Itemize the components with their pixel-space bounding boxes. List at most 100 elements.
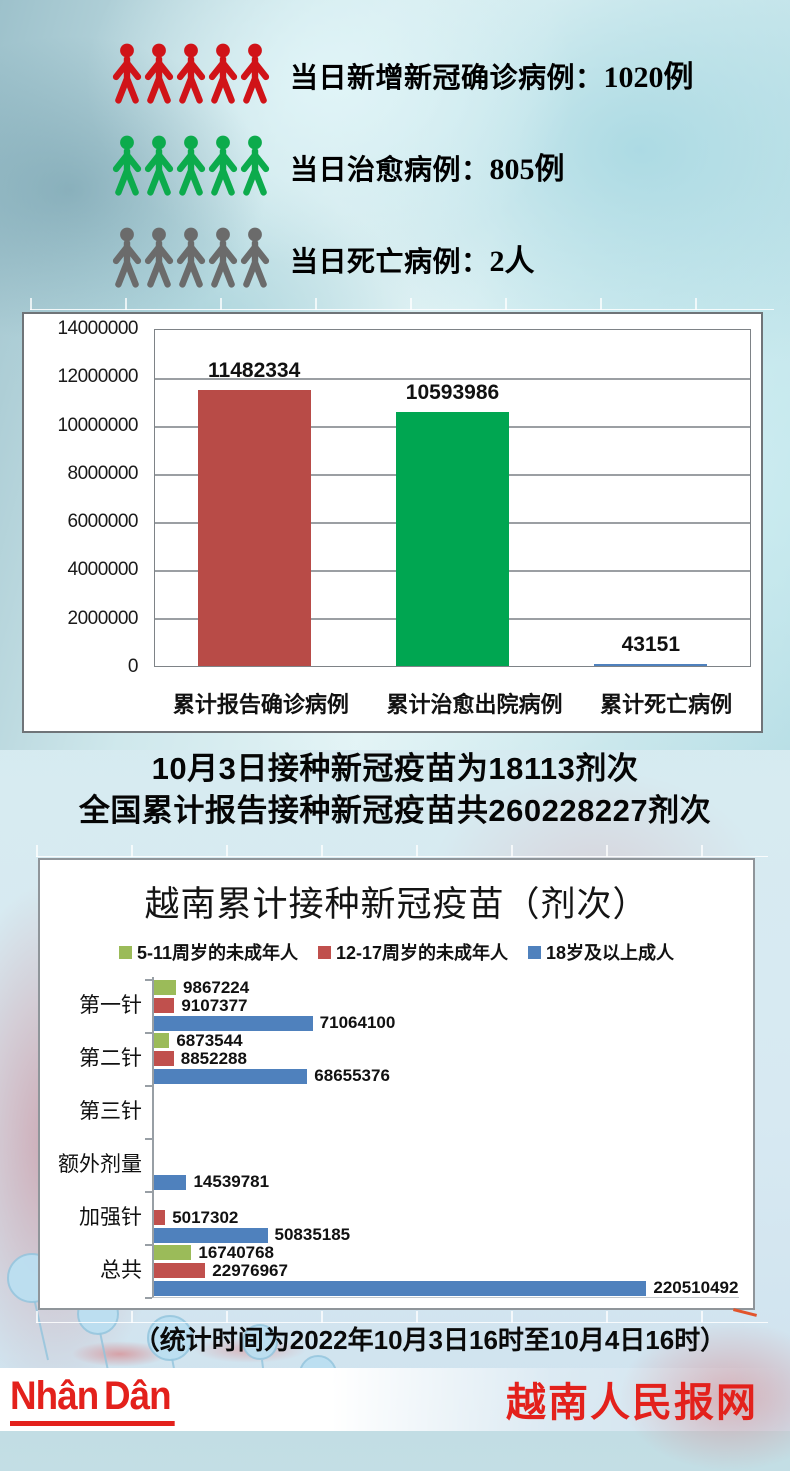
- bar-slot: 68655376: [154, 1066, 739, 1085]
- y-axis-tick-label: 14000000: [57, 318, 138, 339]
- bar-value-label: 71064100: [319, 1013, 396, 1033]
- bar-value-label: 9107377: [181, 995, 248, 1015]
- bar-value-label: 10593986: [405, 380, 500, 404]
- y-axis-tick-label: 10000000: [57, 414, 138, 436]
- bar-slot: 6873544: [154, 1030, 739, 1050]
- vaccine-heading: 10月3日接种新冠疫苗为18113剂次 全国累计报告接种新冠疫苗共2602282…: [0, 748, 790, 832]
- person-icon: [240, 227, 270, 288]
- bar-value-label: 43151: [621, 633, 681, 656]
- person-icon: [176, 43, 206, 104]
- hbar: [154, 1210, 166, 1225]
- bar-slot: 9107377: [154, 995, 739, 1015]
- hbar: [154, 1051, 174, 1066]
- bar-slot: [154, 1191, 739, 1209]
- person-icon: [144, 135, 174, 196]
- x-axis-category-labels: 累计报告确诊病例 累计治愈出院病例 累计死亡病例: [154, 687, 751, 719]
- daily-stat-value: 805例: [489, 153, 565, 186]
- plot-area: 11482334 10593986 43151: [154, 329, 751, 667]
- bar-value-label: 220510492: [653, 1278, 739, 1298]
- hbar: [154, 1227, 268, 1243]
- category-band: [154, 1085, 739, 1138]
- horizontal-chart-plot: 第一针 第二针 第三针 额外剂量 加强针 总共 9867224 9107377 7106410…: [44, 977, 739, 1299]
- bar-value-label: 5017302: [172, 1207, 239, 1227]
- legend-label: 18岁及以上成人: [546, 943, 675, 963]
- y-axis-tick-label: 4000000: [67, 559, 139, 581]
- hbar: [154, 1245, 192, 1261]
- x-category-label: 累计死亡病例: [600, 692, 733, 717]
- person-icon: [112, 135, 142, 196]
- daily-stat-row-cured: 当日治愈病例：805例: [112, 134, 694, 198]
- people-icons: [112, 135, 274, 197]
- person-icon: [112, 43, 142, 104]
- bar-value-label: 22976967: [212, 1260, 288, 1280]
- hbar: [154, 998, 175, 1013]
- bars-area: 9867224 9107377 71064100 6873544 8852288 6865…: [145, 977, 739, 1299]
- person-icon: [176, 135, 206, 196]
- person-icon: [176, 227, 206, 288]
- bar-slot: 16740768: [154, 1243, 739, 1262]
- people-icons: [112, 227, 274, 289]
- category-label: 加强针: [79, 1204, 142, 1229]
- excel-gridline-strip: [36, 845, 768, 857]
- axis-tick: [145, 1191, 152, 1193]
- axis-tick: [145, 1138, 152, 1140]
- category-label: 总共: [100, 1257, 142, 1282]
- daily-stat-text: 当日死亡病例：2人: [290, 236, 535, 280]
- bar-value-label: 11482334: [208, 359, 301, 383]
- bar-0: [197, 390, 311, 666]
- category-label: 额外剂量: [58, 1151, 142, 1176]
- bar-slot: 50835185: [154, 1225, 739, 1245]
- bar-value-label: 9867224: [183, 977, 250, 997]
- bar-column: 43151: [552, 330, 750, 666]
- daily-stat-row-new-cases: 当日新增新冠确诊病例：1020例: [112, 42, 694, 106]
- person-icon: [240, 43, 270, 104]
- bar-slot: [154, 1138, 739, 1156]
- cumulative-cases-chart-panel: 0 2000000 4000000 6000000 8000000 10000000 120…: [22, 312, 763, 733]
- bar-column: 10593986: [353, 330, 551, 666]
- person-icon: [208, 43, 238, 104]
- bar-value-label: 50835185: [274, 1225, 351, 1245]
- daily-stat-label: 当日新增新冠确诊病例：: [290, 62, 604, 93]
- hbar: [154, 1068, 308, 1084]
- footer: Nhân Dân 越南人民报网: [0, 1368, 790, 1431]
- people-icons: [112, 43, 274, 105]
- bar-slot: [154, 1120, 739, 1138]
- excel-gridline-strip: [30, 298, 774, 310]
- axis-tick: [145, 1244, 152, 1246]
- daily-stats-section: 当日新增新冠确诊病例：1020例当日治愈病例：805例当日死亡病例：2人: [112, 42, 694, 318]
- category-band: 9867224 9107377 71064100: [154, 977, 739, 1033]
- y-axis-tick-label: 2000000: [67, 607, 139, 629]
- x-category-label: 累计治愈出院病例: [386, 692, 563, 717]
- category-label: 第二针: [79, 1045, 142, 1070]
- category-band: 14539781: [154, 1138, 739, 1191]
- person-icon: [144, 43, 174, 104]
- x-category-label: 累计报告确诊病例: [172, 692, 349, 717]
- bar-slot: [154, 1103, 739, 1121]
- stat-time-caption: （统计时间为2022年10月3日16时至10月4日16时）: [133, 1325, 727, 1355]
- bar-slot: [154, 1156, 739, 1174]
- category-band: 5017302 50835185: [154, 1191, 739, 1244]
- axis-tick: [145, 1085, 152, 1087]
- bar-slot: 14539781: [154, 1172, 739, 1191]
- hbar: [154, 1263, 206, 1278]
- legend-label: 5-11周岁的未成年人: [136, 943, 298, 963]
- legend-item: 18岁及以上成人: [528, 939, 674, 965]
- bar-slot: 9867224: [154, 977, 739, 997]
- person-icon: [208, 227, 238, 288]
- bar-1: [395, 411, 509, 666]
- legend-swatch: [317, 945, 331, 959]
- hbar: [154, 1033, 170, 1049]
- bar-column: 11482334: [155, 330, 353, 666]
- person-icon: [112, 227, 142, 288]
- axis-tick: [145, 979, 152, 981]
- site-name: 越南人民报网: [506, 1381, 758, 1425]
- chart-legend: 5-11周岁的未成年人 12-17周岁的未成年人 18岁及以上成人: [40, 939, 753, 965]
- bar-slot: 8852288: [154, 1049, 739, 1068]
- daily-stat-text: 当日新增新冠确诊病例：1020例: [290, 52, 694, 96]
- bar-slot: [154, 1085, 739, 1103]
- bar-value-label: 6873544: [176, 1030, 243, 1050]
- category-label: 第一针: [79, 992, 142, 1017]
- person-icon: [208, 135, 238, 196]
- vaccination-chart-panel: 越南累计接种新冠疫苗（剂次） 5-11周岁的未成年人 12-17周岁的未成年人 18…: [38, 858, 758, 1317]
